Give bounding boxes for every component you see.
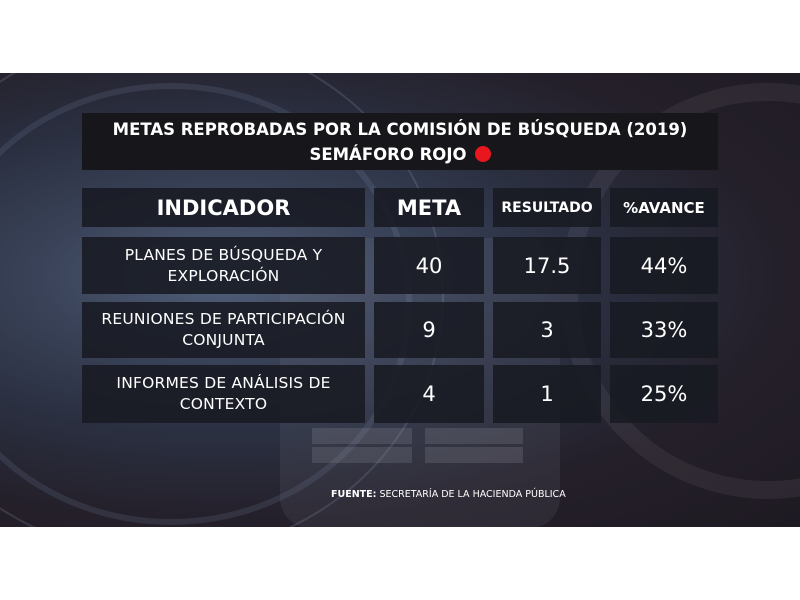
row-2-indicador: REUNIONES DE PARTICIPACIÓN CONJUNTA (82, 302, 365, 358)
row-3-avance: 25% (610, 365, 718, 423)
background-bar (425, 428, 523, 444)
header-indicador: INDICADOR (82, 188, 365, 227)
red-light-icon (474, 146, 491, 162)
background-bar (425, 447, 523, 463)
row-1-indicador: PLANES DE BÚSQUEDA Y EXPLORACIÓN (82, 237, 365, 294)
goals-table: INDICADOR META RESULTADO %AVANCE PLANES … (82, 188, 718, 498)
row-1-indicador-line2: EXPLORACIÓN (167, 266, 280, 285)
row-1-meta: 40 (374, 237, 484, 294)
source-text: SECRETARÍA DE LA HACIENDA PÚBLICA (379, 489, 566, 500)
header-avance: %AVANCE (610, 188, 718, 227)
row-2-indicador-line2: CONJUNTA (182, 331, 265, 349)
row-1-resultado: 17.5 (493, 237, 601, 294)
title-line-2: SEMÁFORO ROJO (82, 142, 718, 167)
header-resultado: RESULTADO (493, 188, 601, 227)
row-2-indicador-line1: REUNIONES DE PARTICIPACIÓN (101, 310, 346, 328)
row-2-resultado: 3 (493, 302, 601, 358)
title-line-1: METAS REPROBADAS POR LA COMISIÓN DE BÚSQ… (112, 120, 688, 139)
row-3-meta: 4 (374, 365, 484, 423)
background-ring (0, 73, 444, 527)
row-3-indicador-line1: INFORMES DE ANÁLISIS DE (116, 374, 331, 392)
row-2-avance: 33% (610, 302, 718, 358)
row-1-indicador-line1: PLANES DE BÚSQUEDA Y (124, 245, 323, 264)
title-banner: METAS REPROBADAS POR LA COMISIÓN DE BÚSQ… (82, 113, 718, 170)
row-3-indicador-line2: CONTEXTO (179, 395, 268, 413)
source-note: FUENTE: SECRETARÍA DE LA HACIENDA PÚBLIC… (331, 489, 566, 500)
source-label: FUENTE: (331, 489, 377, 500)
header-meta: META (374, 188, 484, 227)
background-bar (312, 428, 412, 444)
broadcast-frame: METAS REPROBADAS POR LA COMISIÓN DE BÚSQ… (0, 73, 800, 527)
background-bar (312, 447, 412, 463)
status-label: SEMÁFORO ROJO (309, 145, 467, 164)
row-2-meta: 9 (374, 302, 484, 358)
row-1-avance: 44% (610, 237, 718, 294)
row-3-resultado: 1 (493, 365, 601, 423)
row-3-indicador: INFORMES DE ANÁLISIS DE CONTEXTO (82, 365, 365, 423)
